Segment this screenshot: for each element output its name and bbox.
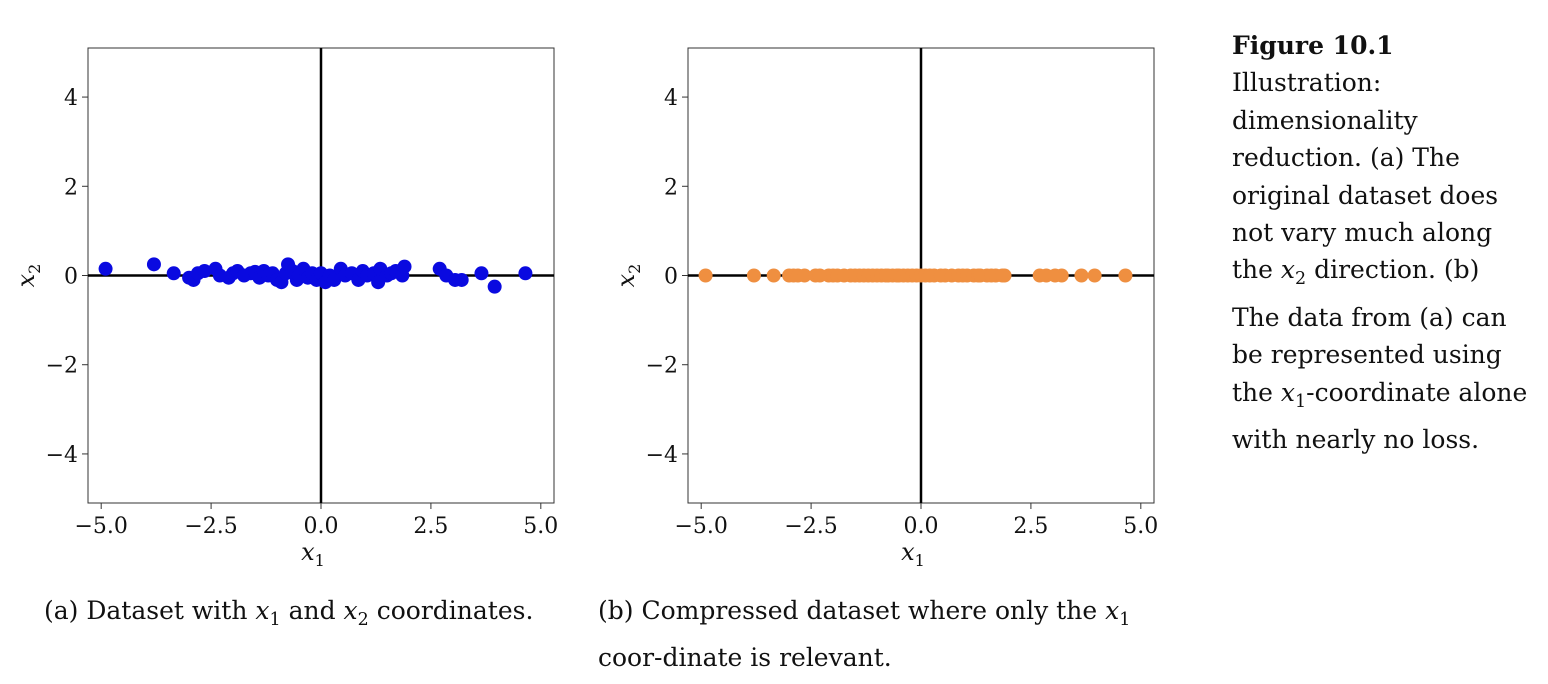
x-tick-label: −5.0 [74,514,127,539]
data-point [997,268,1012,283]
x-tick-label: 2.5 [413,514,448,539]
figure-label: Figure 10.1 [1232,31,1394,60]
x-axis-label: x1 [901,538,925,570]
figure-caption: Figure 10.1 Illustration: dimensionality … [1232,27,1532,458]
y-tick-label: −4 [46,443,78,468]
data-point [766,268,781,283]
data-point [1054,268,1069,283]
data-point [746,268,761,283]
data-point [146,257,161,272]
y-tick-label: −2 [646,354,678,379]
x-tick-label: 0.0 [304,514,339,539]
x-axis-label-sub: 1 [915,551,925,570]
y-axis-label: x2 [612,264,644,288]
data-point [474,266,489,281]
x-tick-label: 0.0 [904,514,939,539]
y-tick-label: 0 [664,265,678,290]
plot-b: −5.0 −2.5 0.0 2.5 5.0 4 2 0 −2 −4 x1 x2 [612,47,1158,570]
data-point [397,259,412,274]
data-point [698,268,713,283]
data-point [1087,268,1102,283]
data-point [797,268,812,283]
data-point [197,264,212,279]
x-tick-label: −2.5 [784,514,837,539]
data-point [166,266,181,281]
caption-a: (a) Dataset with x1 and x2 coordinates. [44,596,534,630]
data-point [1118,268,1133,283]
data-point [454,272,469,287]
y-tick-label: −4 [646,443,678,468]
x-tick-label: 2.5 [1013,514,1048,539]
data-point [327,272,342,287]
y-tick-label: −2 [46,354,78,379]
x-axis-label: x1 [301,538,325,570]
y-axis-label: x2 [12,264,44,288]
y-axis-label-sub: 2 [25,264,44,274]
x-tick-label: −2.5 [184,514,237,539]
plot-a: −5.0 −2.5 0.0 2.5 5.0 4 2 0 −2 −4 x1 x2 [12,47,558,570]
x-tick-label: 5.0 [1123,514,1158,539]
data-point [98,261,113,276]
data-point [518,266,533,281]
y-axis-label-sub: 2 [625,264,644,274]
data-point [487,279,502,294]
y-tick-label: 4 [664,86,678,111]
y-tick-label: 0 [64,265,78,290]
x-axis-label-sub: 1 [315,551,325,570]
figure-text-3: -coordinate alone with nearly no loss. [1232,377,1528,455]
caption-b: (b) Compressed dataset where only the x1… [598,596,1131,672]
y-tick-label: 4 [64,86,78,111]
y-tick-label: 2 [664,175,678,200]
figure-text-1: Illustration: dimensionality reduction. … [1232,68,1499,285]
x-tick-label: 5.0 [523,514,558,539]
y-tick-label: 2 [64,175,78,200]
figure-text-2: direction. (b) The data from (a) can be … [1232,255,1507,407]
data-point [1074,268,1089,283]
x-tick-label: −5.0 [674,514,727,539]
